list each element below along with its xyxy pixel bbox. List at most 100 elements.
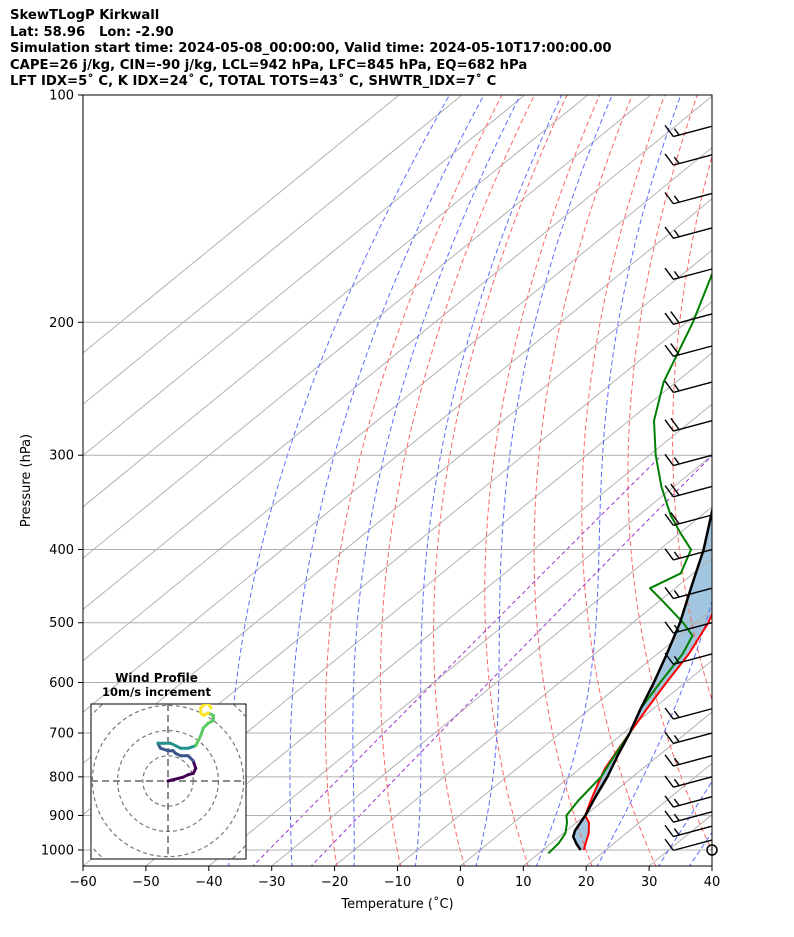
barb-staff [673, 227, 713, 239]
y-tick-label: 800 [49, 770, 74, 785]
barb-staff [673, 811, 713, 823]
dry-adiabat [672, 154, 712, 702]
wind-barb [664, 621, 713, 634]
isotherm-line [648, 814, 712, 866]
isotherm-line [83, 95, 652, 559]
barb-feather [673, 590, 680, 598]
isotherm-line [396, 608, 712, 866]
wind-barb [664, 754, 713, 767]
barb-feather [664, 453, 674, 466]
calm-circle [706, 844, 718, 856]
barb-staff [673, 622, 713, 634]
moist-adiabat [535, 95, 682, 866]
x-axis-label: Temperature (˚C) [340, 896, 453, 912]
wind-barb [664, 548, 713, 561]
barb-staff [673, 485, 713, 498]
y-axis-label: Pressure (hPa) [19, 434, 34, 527]
moist-adiabat [657, 780, 712, 866]
isotherm-line [83, 95, 589, 508]
hodograph-ring [91, 704, 245, 858]
barb-feather [670, 512, 680, 525]
barb-feather [664, 754, 674, 767]
hodograph-title: Wind Profile [115, 671, 198, 685]
x-tick-label: −30 [258, 875, 285, 890]
x-tick-label: −40 [195, 875, 222, 890]
barb-feather [664, 267, 674, 280]
wind-barb [664, 417, 713, 432]
isotherm-line [333, 557, 712, 866]
isotherm-line [145, 403, 712, 866]
chart-header: SkewTLogP Kirkwall Lat: 58.96 Lon: -2.90… [10, 8, 612, 91]
wind-barb [664, 795, 713, 808]
dry-adiabat [716, 95, 794, 868]
dry-adiabat [380, 95, 535, 866]
barb-feather [664, 419, 674, 432]
wind-barb [664, 731, 713, 745]
barb-feather [673, 655, 680, 664]
barb-feather [664, 795, 674, 808]
dry-adiabat [533, 95, 633, 866]
location-line: Lat: 58.96 Lon: -2.90 [10, 24, 174, 40]
barb-staff [673, 345, 713, 358]
y-tick-label: 900 [49, 809, 74, 824]
wind-barb [664, 380, 713, 394]
barb-staff [673, 708, 713, 720]
isotherm-line [522, 711, 712, 866]
barb-feather [673, 457, 680, 465]
barb-feather [664, 312, 674, 325]
dry-adiabat [627, 95, 712, 852]
hodograph-plot [91, 704, 246, 859]
dry-adiabat [581, 95, 666, 866]
cape-shading [573, 511, 712, 850]
barb-staff [673, 125, 713, 138]
barb-staff [673, 825, 713, 838]
x-tick-label: −60 [69, 875, 96, 890]
barb-feather [670, 417, 680, 430]
barb-feather [673, 384, 680, 392]
isotherm-line [83, 95, 463, 405]
x-tick-label: −10 [384, 875, 411, 890]
moist-adiabat [352, 95, 521, 866]
barb-feather [664, 192, 674, 205]
x-tick-label: −20 [321, 875, 348, 890]
x-tick-label: 20 [578, 875, 595, 890]
barb-feather [673, 229, 680, 238]
wind-barb [664, 124, 713, 138]
y-tick-label: 100 [49, 89, 74, 104]
barb-feather [664, 124, 674, 138]
barb-feather [673, 778, 680, 787]
isotherm-line [270, 506, 712, 866]
barb-staff [673, 754, 713, 767]
barb-feather [664, 548, 674, 561]
barb-staff [673, 420, 713, 432]
y-tick-label: 200 [49, 316, 74, 331]
barb-feather [673, 735, 680, 743]
temperature-line [582, 612, 712, 851]
barb-feather [664, 344, 674, 357]
wind-barb [664, 838, 713, 852]
isotherm-line [83, 95, 400, 354]
y-tick-label: 300 [49, 449, 74, 464]
isotherm-line [83, 95, 712, 611]
barb-feather [664, 824, 674, 837]
wind-barb [664, 824, 713, 838]
barb-staff [673, 839, 713, 852]
barb-feather [673, 128, 680, 136]
time-line: Simulation start time: 2024-05-08_00:00:… [10, 41, 612, 56]
barb-staff [673, 776, 713, 788]
isotherm-line [83, 146, 712, 662]
barb-feather [673, 757, 680, 765]
dry-adiabat [433, 95, 568, 866]
wind-barb [706, 844, 718, 856]
y-tick-label: 600 [49, 676, 74, 691]
barb-feather [673, 195, 680, 203]
isotherm-line [83, 95, 526, 457]
wind-barb [664, 453, 713, 467]
barb-feather [664, 731, 674, 744]
barb-feather [664, 153, 674, 166]
barb-feather [664, 775, 674, 788]
isotherm-line [83, 198, 712, 713]
moist-adiabat [414, 95, 563, 866]
mixing-ratio-line [310, 454, 712, 866]
